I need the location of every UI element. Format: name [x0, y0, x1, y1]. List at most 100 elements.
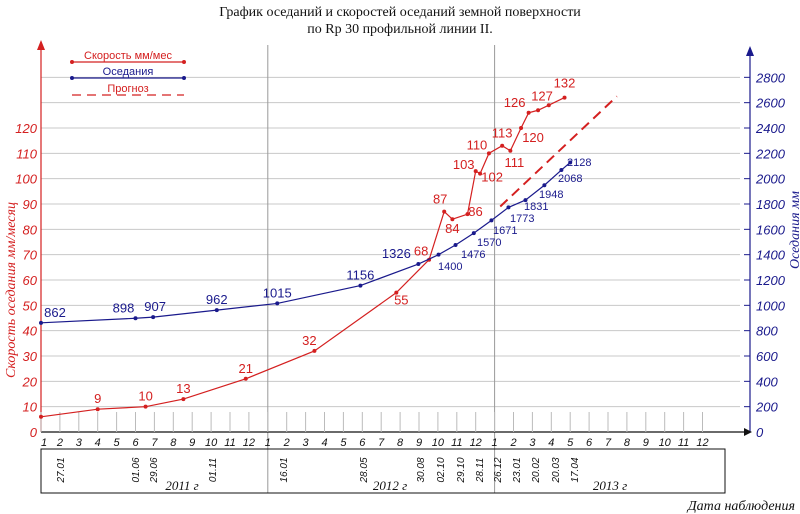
x-tick-label: 4 [321, 437, 327, 449]
speed-data-label: 55 [394, 293, 408, 308]
x-tick-label: 2 [283, 437, 290, 449]
speed-point [519, 126, 524, 130]
right-tick-label: 400 [756, 374, 778, 389]
right-tick-label: 1000 [756, 298, 786, 313]
right-tick-label: 1800 [756, 197, 786, 212]
right-tick-label: 2000 [755, 172, 786, 187]
speed-point [465, 212, 470, 217]
subsidence-data-label: 2128 [567, 157, 591, 169]
subsidence-point [358, 283, 363, 288]
speed-data-label: 120 [522, 130, 544, 145]
subsidence-point [568, 160, 573, 165]
subsidence-point [489, 218, 494, 223]
subsidence-point [133, 316, 138, 321]
x-tick-label: 6 [359, 437, 366, 449]
right-tick-label: 1400 [756, 248, 786, 263]
x-tick-label: 2 [56, 437, 63, 449]
speed-point [508, 148, 513, 153]
x-tick-label: 1 [265, 437, 271, 449]
year-label: 2011 г [165, 478, 198, 493]
subsidence-data-label: 1773 [510, 213, 534, 225]
subsidence-data-label: 1015 [263, 285, 292, 300]
left-tick-label: 10 [23, 400, 38, 415]
subsidence-point [471, 231, 476, 236]
legend-label: Скорость мм/мес [84, 50, 172, 62]
x-tick-label: 7 [605, 437, 612, 449]
speed-data-label: 13 [176, 381, 190, 396]
speed-point [243, 376, 248, 381]
right-tick-label: 2400 [755, 121, 786, 136]
right-tick-label: 200 [755, 400, 778, 415]
speed-point [500, 143, 505, 148]
legend-marker [182, 76, 186, 80]
title-line-2: по Rp 30 профильной линии II. [307, 22, 493, 37]
x-tick-label: 5 [567, 437, 574, 449]
speed-point [546, 103, 551, 108]
right-tick-label: 0 [756, 425, 764, 440]
subsidence-data-label: 2068 [558, 173, 582, 185]
x-tick-label: 1 [492, 437, 498, 449]
subsidence-point [39, 320, 43, 325]
observation-date: 30.08 [416, 457, 427, 482]
subsidence-point [559, 168, 564, 173]
speed-data-label: 84 [445, 221, 459, 236]
subsidence-point [506, 205, 511, 210]
speed-data-label: 127 [531, 88, 553, 103]
left-tick-label: 110 [16, 146, 37, 161]
subsidence-data-label: 1476 [461, 249, 485, 261]
subsidence-data-label: 962 [206, 292, 228, 307]
observation-date: 20.03 [551, 457, 562, 483]
right-tick-label: 800 [756, 324, 778, 339]
observation-date: 17.04 [570, 457, 581, 482]
left-tick-label: 120 [15, 121, 37, 136]
subsidence-data-label: 1570 [477, 237, 501, 249]
forecast-line [499, 95, 618, 208]
subsidence-data-label: 907 [144, 299, 166, 314]
date-box [40, 448, 726, 494]
speed-data-label: 21 [239, 361, 253, 376]
x-tick-label: 3 [529, 437, 536, 449]
x-tick-label: 5 [114, 437, 121, 449]
x-tick-label: 8 [170, 437, 177, 449]
x-tick-label: 10 [205, 437, 218, 449]
x-tick-label: 9 [643, 437, 649, 449]
speed-data-label: 102 [481, 170, 503, 185]
legend-marker [182, 60, 186, 64]
subsidence-data-label: 1156 [346, 268, 374, 283]
subsidence-point [151, 315, 156, 320]
speed-data-label: 32 [302, 333, 316, 348]
left-tick-label: 20 [22, 374, 38, 389]
subsidence-data-label: 898 [113, 300, 135, 315]
speed-data-label: 10 [138, 389, 152, 404]
legend-marker [70, 60, 74, 64]
right-tick-label: 1600 [756, 222, 786, 237]
x-tick-label: 11 [678, 437, 689, 449]
speed-point [95, 407, 100, 412]
speed-data-label: 9 [94, 391, 101, 406]
subsidence-point [416, 262, 421, 267]
right-tick-label: 600 [756, 349, 778, 364]
x-tick-label: 8 [624, 437, 631, 449]
observation-date: 16.01 [279, 457, 290, 482]
right-axis-arrow-icon [746, 46, 754, 56]
subsidence-data-label: 1948 [539, 189, 563, 201]
right-axis-label: Оседания мм [788, 191, 800, 269]
left-tick-label: 40 [23, 324, 38, 339]
subsidence-point [275, 301, 280, 306]
speed-point [394, 290, 399, 295]
x-tick-label: 3 [303, 437, 310, 449]
x-tick-label: 11 [451, 437, 462, 449]
speed-data-label: 132 [554, 76, 576, 91]
speed-data-label: 86 [468, 204, 482, 219]
x-tick-label: 12 [470, 437, 482, 449]
left-tick-label: 30 [23, 349, 38, 364]
speed-point [450, 217, 455, 222]
x-tick-label: 3 [76, 437, 83, 449]
subsidence-data-label: 862 [44, 305, 66, 320]
observation-date: 28.05 [359, 457, 370, 483]
x-tick-label: 12 [696, 437, 708, 449]
x-tick-label: 10 [432, 437, 445, 449]
year-label: 2012 г [373, 478, 407, 493]
chart-title: График оседаний и скоростей оседаний зем… [0, 4, 800, 38]
